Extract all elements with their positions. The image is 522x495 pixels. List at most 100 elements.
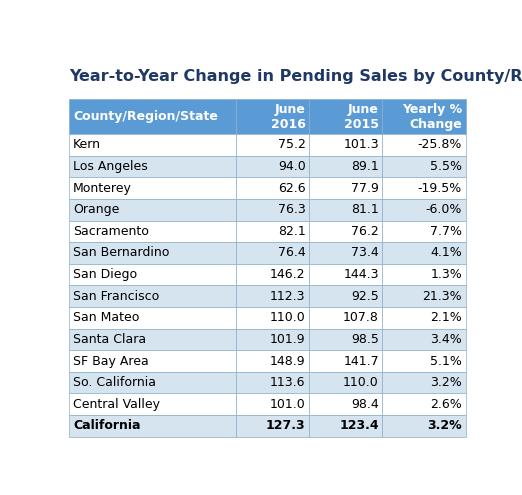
Text: 112.3: 112.3	[270, 290, 305, 302]
Text: 98.5: 98.5	[351, 333, 379, 346]
Text: 144.3: 144.3	[343, 268, 379, 281]
Text: Monterey: Monterey	[73, 182, 132, 195]
Bar	[69, 177, 236, 199]
Text: County/Region/State: County/Region/State	[73, 110, 218, 123]
Bar	[69, 394, 236, 415]
Text: 76.2: 76.2	[351, 225, 379, 238]
Bar	[236, 394, 309, 415]
Text: 77.9: 77.9	[351, 182, 379, 195]
Bar	[309, 242, 383, 264]
Text: 92.5: 92.5	[351, 290, 379, 302]
Bar	[309, 372, 383, 394]
Bar	[69, 99, 236, 134]
Bar	[309, 394, 383, 415]
Text: Yearly %
Change: Yearly % Change	[402, 103, 462, 131]
Text: 89.1: 89.1	[351, 160, 379, 173]
Text: 2.1%: 2.1%	[430, 311, 462, 324]
Bar	[236, 329, 309, 350]
Bar	[309, 155, 383, 177]
Text: June
2015: June 2015	[344, 103, 379, 131]
Text: 101.9: 101.9	[270, 333, 305, 346]
Text: -6.0%: -6.0%	[426, 203, 462, 216]
Text: 146.2: 146.2	[270, 268, 305, 281]
Bar	[383, 264, 466, 286]
Bar	[236, 372, 309, 394]
Text: 3.2%: 3.2%	[430, 376, 462, 389]
Text: 101.0: 101.0	[270, 398, 305, 411]
Text: Santa Clara: Santa Clara	[73, 333, 146, 346]
Text: Sacramento: Sacramento	[73, 225, 149, 238]
Text: 123.4: 123.4	[339, 419, 379, 433]
Text: 81.1: 81.1	[351, 203, 379, 216]
Text: 21.3%: 21.3%	[422, 290, 462, 302]
Bar	[383, 177, 466, 199]
Text: San Mateo: San Mateo	[73, 311, 139, 324]
Text: 7.7%: 7.7%	[430, 225, 462, 238]
Text: Central Valley: Central Valley	[73, 398, 160, 411]
Text: So. California: So. California	[73, 376, 156, 389]
Bar	[383, 307, 466, 329]
Text: Orange: Orange	[73, 203, 120, 216]
Bar	[236, 155, 309, 177]
Bar	[69, 134, 236, 155]
Bar	[69, 199, 236, 220]
Text: -25.8%: -25.8%	[418, 138, 462, 151]
Bar	[309, 415, 383, 437]
Text: 2.6%: 2.6%	[430, 398, 462, 411]
Bar	[309, 177, 383, 199]
Bar	[383, 415, 466, 437]
Bar	[69, 155, 236, 177]
Bar	[383, 242, 466, 264]
Bar	[236, 99, 309, 134]
Text: 3.4%: 3.4%	[430, 333, 462, 346]
Text: Kern: Kern	[73, 138, 101, 151]
Text: 107.8: 107.8	[343, 311, 379, 324]
Bar	[383, 155, 466, 177]
Text: 148.9: 148.9	[270, 354, 305, 368]
Bar	[236, 220, 309, 242]
Text: 4.1%: 4.1%	[430, 247, 462, 259]
Bar	[383, 394, 466, 415]
Bar	[69, 242, 236, 264]
Text: San Bernardino: San Bernardino	[73, 247, 169, 259]
Bar	[309, 286, 383, 307]
Text: 5.1%: 5.1%	[430, 354, 462, 368]
Bar	[383, 134, 466, 155]
Text: San Diego: San Diego	[73, 268, 137, 281]
Text: 94.0: 94.0	[278, 160, 305, 173]
Bar	[236, 350, 309, 372]
Bar	[383, 329, 466, 350]
Bar	[309, 99, 383, 134]
Text: 113.6: 113.6	[270, 376, 305, 389]
Bar	[236, 307, 309, 329]
Text: Year-to-Year Change in Pending Sales by County/Region: Year-to-Year Change in Pending Sales by …	[69, 69, 522, 84]
Text: 127.3: 127.3	[266, 419, 305, 433]
Bar	[69, 350, 236, 372]
Bar	[236, 177, 309, 199]
Text: California: California	[73, 419, 140, 433]
Bar	[69, 372, 236, 394]
Bar	[236, 286, 309, 307]
Bar	[383, 99, 466, 134]
Text: 3.2%: 3.2%	[428, 419, 462, 433]
Bar	[383, 372, 466, 394]
Text: 110.0: 110.0	[270, 311, 305, 324]
Bar	[383, 220, 466, 242]
Text: San Francisco: San Francisco	[73, 290, 159, 302]
Bar	[309, 220, 383, 242]
Bar	[309, 307, 383, 329]
Text: 98.4: 98.4	[351, 398, 379, 411]
Text: 141.7: 141.7	[343, 354, 379, 368]
Bar	[309, 329, 383, 350]
Bar	[69, 220, 236, 242]
Bar	[69, 307, 236, 329]
Text: 5.5%: 5.5%	[430, 160, 462, 173]
Bar	[69, 264, 236, 286]
Bar	[69, 415, 236, 437]
Bar	[236, 134, 309, 155]
Bar	[383, 286, 466, 307]
Text: 62.6: 62.6	[278, 182, 305, 195]
Bar	[69, 329, 236, 350]
Text: 76.4: 76.4	[278, 247, 305, 259]
Text: 110.0: 110.0	[343, 376, 379, 389]
